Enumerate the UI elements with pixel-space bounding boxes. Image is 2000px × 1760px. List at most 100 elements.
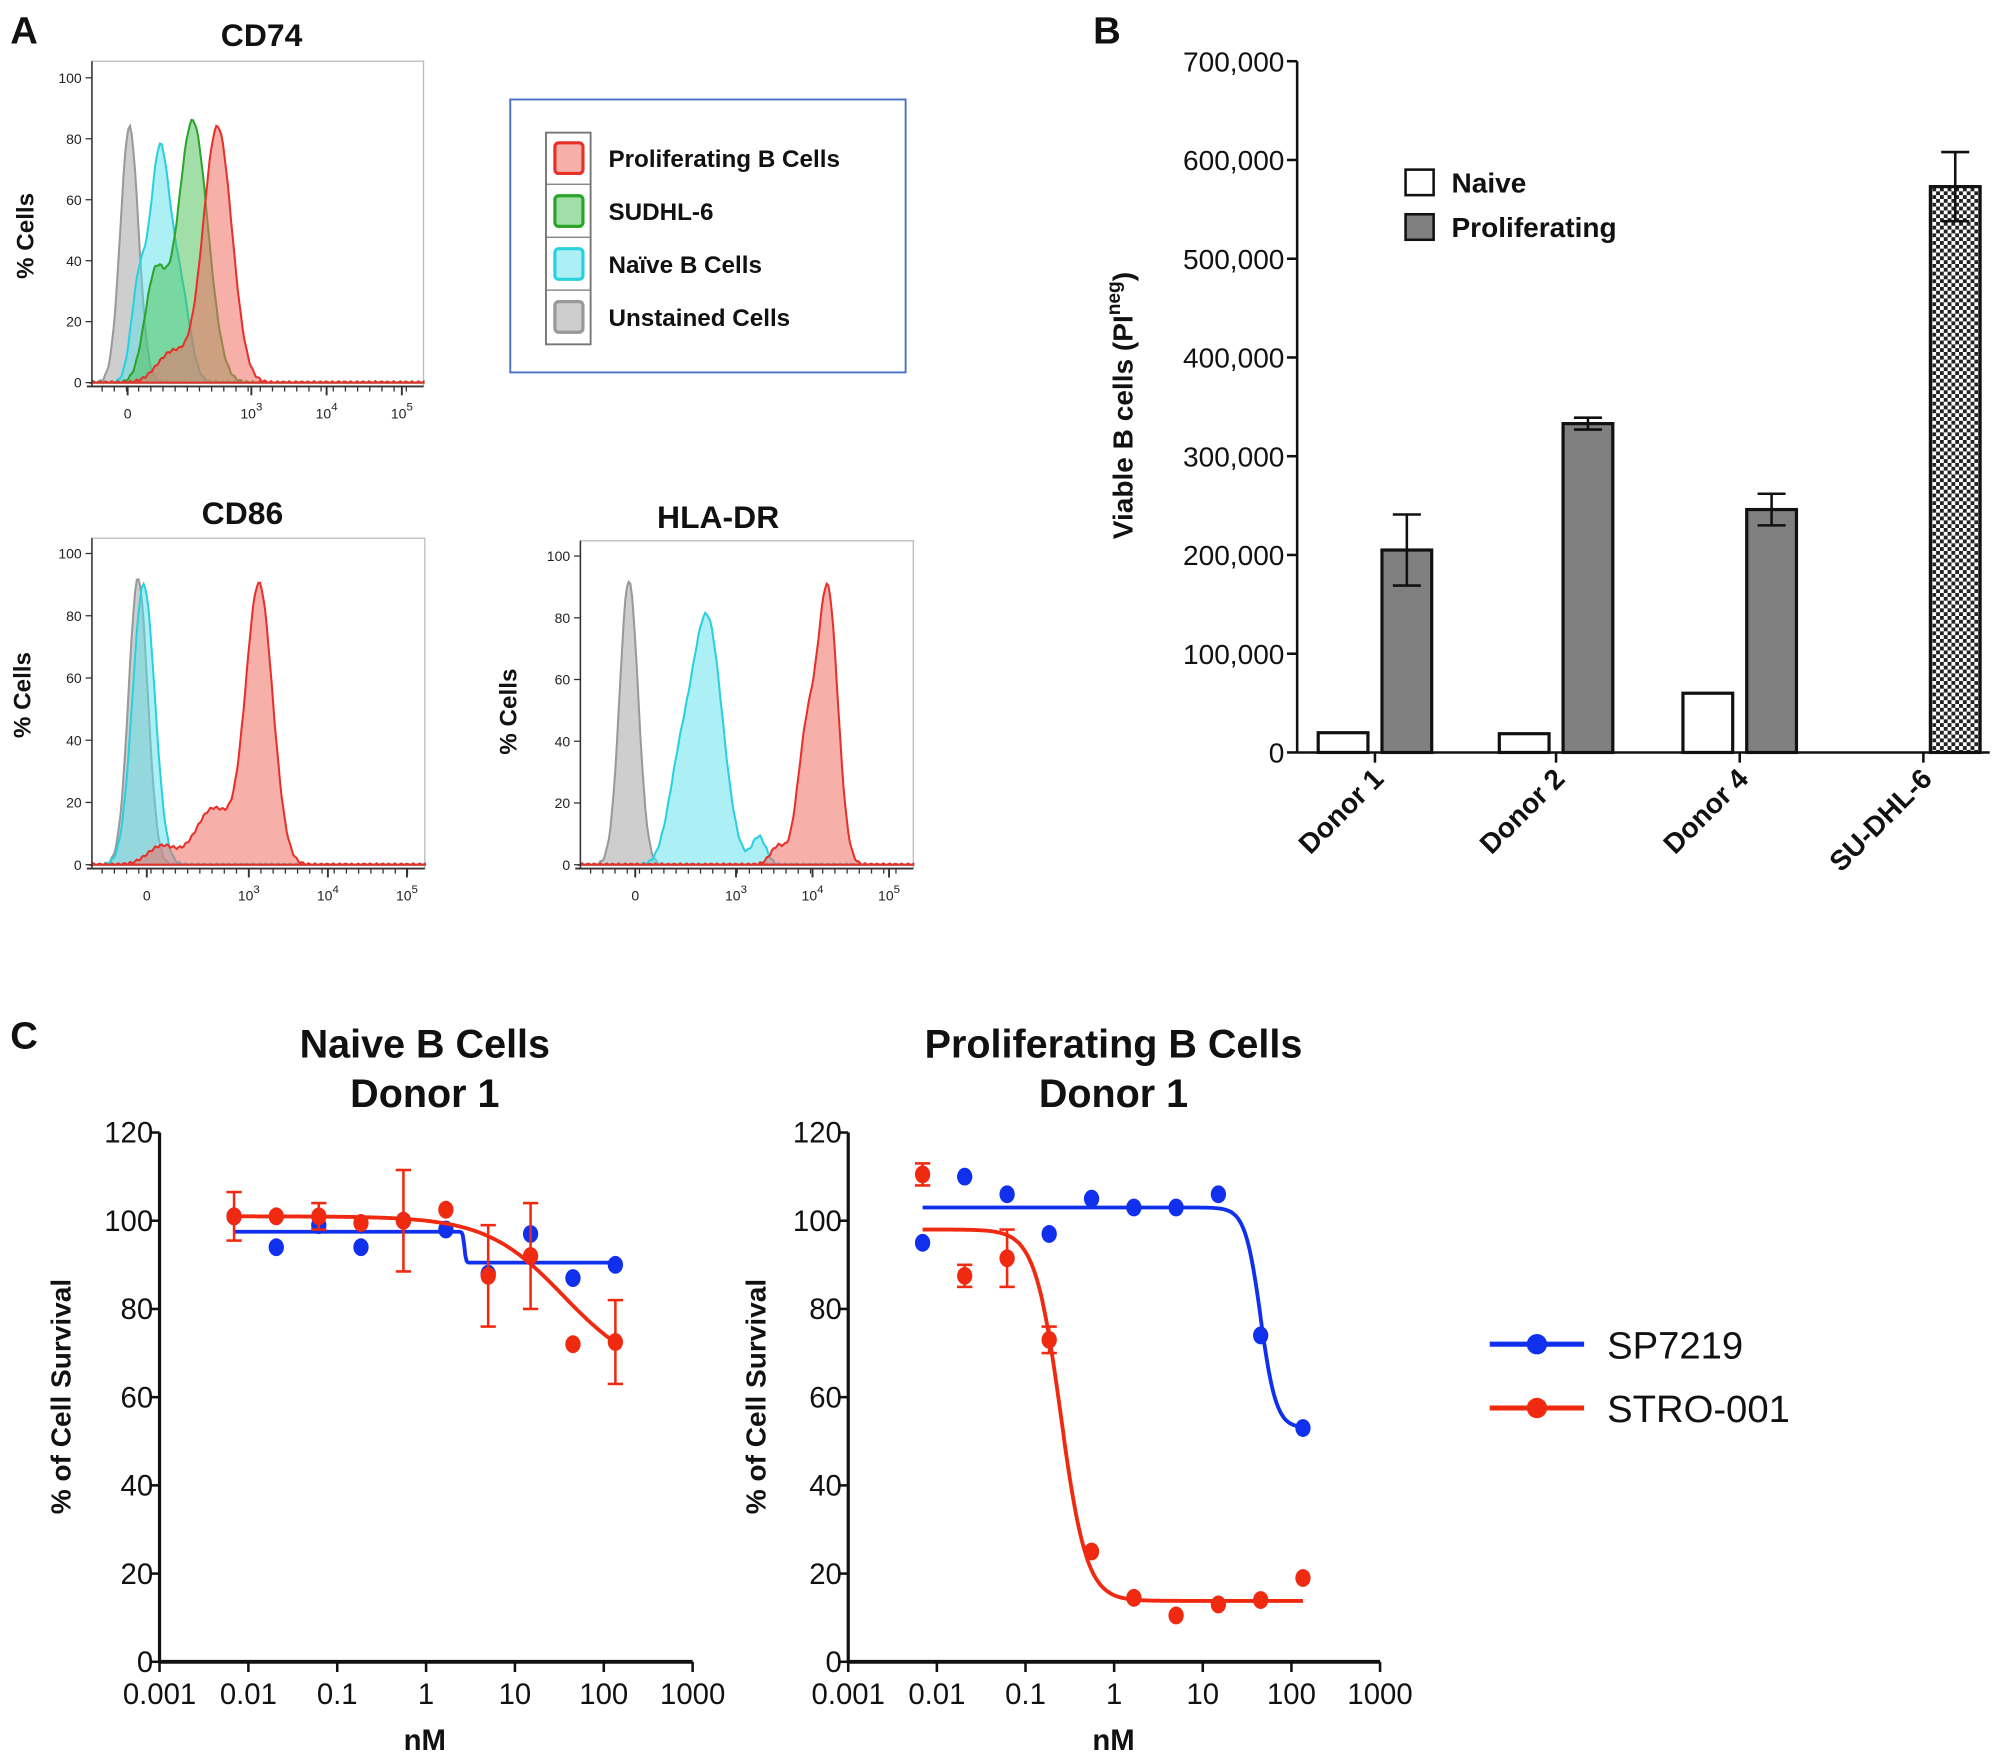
y-tick-label: 20: [809, 1558, 842, 1591]
y-tick-label: 120: [104, 1117, 153, 1150]
histogram-title: CD74: [221, 17, 303, 53]
y-tick-label: 60: [809, 1381, 842, 1414]
y-tick-label: 80: [121, 1293, 154, 1326]
y-axis-label: % Cells: [496, 669, 523, 755]
x-tick-label: 0.01: [220, 1678, 277, 1711]
y-axis-label: % Cells: [12, 193, 39, 279]
bar-naive-donor-2: [1497, 732, 1551, 755]
x-tick-label: 0: [631, 887, 639, 903]
y-tick-label: 20: [121, 1558, 154, 1591]
y-tick-label: 400,000: [1183, 343, 1284, 374]
x-tick-base: 0: [124, 405, 132, 421]
data-point: [999, 1249, 1015, 1268]
x-tick-label: SU-DHL-6: [1823, 763, 1937, 877]
data-point: [1253, 1591, 1269, 1609]
legend-swatch: [1404, 212, 1435, 242]
data-point: [438, 1200, 454, 1219]
data-point: [999, 1185, 1015, 1204]
x-tick-base: 10: [317, 887, 333, 903]
legend-label: Proliferating B Cells: [608, 146, 839, 173]
bar-proliferating-donor-2: [1561, 422, 1615, 755]
y-tick-label: 60: [555, 672, 571, 688]
chart-title-line1: Proliferating B Cells: [925, 1022, 1303, 1066]
panel-label-a: A: [10, 9, 38, 52]
x-tick-label: 100: [579, 1678, 628, 1711]
data-point: [226, 1207, 242, 1226]
x-tick-label: 0.001: [812, 1678, 885, 1711]
legend-label: Naïve B Cells: [608, 252, 761, 279]
panel-label-b: B: [1093, 9, 1121, 52]
x-tick-label: 105: [878, 884, 900, 904]
histogram-proliferating-b-cells: [88, 581, 426, 866]
y-tick-label: 100: [104, 1205, 153, 1238]
data-point: [1210, 1185, 1227, 1204]
histogram-title: HLA-DR: [657, 499, 779, 535]
x-axis-label: nM: [404, 1724, 446, 1757]
x-tick-label: 104: [317, 884, 340, 904]
y-tick-label: 80: [555, 610, 571, 626]
x-tick-base: 10: [316, 405, 332, 421]
fit-curve: [922, 1227, 1304, 1603]
histogram-title: CD86: [202, 495, 284, 531]
y-tick-label: 100: [793, 1205, 842, 1238]
x-tick-label: 1: [1106, 1678, 1122, 1711]
x-tick-label: 105: [396, 884, 418, 904]
legend-label: SP7219: [1607, 1324, 1743, 1367]
x-tick-label: 10: [1186, 1678, 1219, 1711]
x-tick-label: 1: [418, 1678, 434, 1711]
y-tick-label: 60: [66, 192, 82, 208]
y-tick-label: 40: [66, 253, 82, 269]
data-point: [565, 1335, 581, 1354]
data-point: [1041, 1330, 1057, 1349]
bar-proliferating-donor-4: [1745, 507, 1799, 755]
y-tick-label: 80: [66, 131, 82, 147]
x-tick-exponent: 5: [406, 402, 412, 414]
data-point: [395, 1211, 412, 1230]
x-tick-base: 10: [240, 405, 256, 421]
x-tick-exponent: 4: [331, 402, 338, 414]
legend-label: Unstained Cells: [608, 305, 790, 332]
legend-marker: [1526, 1334, 1548, 1355]
data-point: [1295, 1419, 1311, 1437]
data-point: [1041, 1225, 1057, 1243]
y-axis-label: % Cells: [10, 652, 37, 738]
data-point: [1083, 1542, 1100, 1561]
histogram-unstained-cells: [577, 579, 915, 866]
x-tick-label: Donor 1: [1293, 763, 1390, 860]
data-point: [957, 1167, 973, 1186]
y-tick-label: 0: [137, 1646, 153, 1679]
data-point: [311, 1207, 327, 1226]
histogram-sudhl-6: [88, 118, 425, 384]
data-point: [353, 1214, 369, 1232]
series-stro-001: [226, 1168, 624, 1386]
x-tick-base: 10: [391, 405, 407, 421]
x-tick-label: Donor 4: [1657, 763, 1754, 860]
x-axis-label: nM: [1092, 1724, 1134, 1757]
y-tick-label: 40: [809, 1470, 842, 1503]
y-tick-label: 100: [58, 546, 82, 562]
y-tick-label: 80: [66, 608, 82, 624]
y-tick-label: 0: [74, 375, 82, 391]
x-tick-label: Donor 2: [1474, 763, 1571, 860]
y-tick-label: 0: [1269, 738, 1285, 769]
x-tick-label: 103: [238, 884, 260, 904]
data-point: [565, 1269, 581, 1287]
chart-title-line1: Naive B Cells: [300, 1022, 550, 1066]
legend-swatch-frame: [545, 131, 592, 346]
histogram-proliferating-b-cells: [88, 124, 425, 384]
legend-marker: [1526, 1397, 1548, 1419]
legend-label: Proliferating: [1451, 212, 1616, 243]
fit-curve: [234, 1229, 616, 1265]
x-tick-label: 1000: [1347, 1678, 1412, 1711]
chart-title-line2: Donor 1: [1039, 1072, 1188, 1116]
data-point: [914, 1165, 931, 1184]
x-tick-base: 10: [725, 887, 741, 903]
x-tick-exponent: 4: [817, 884, 824, 896]
x-tick-exponent: 5: [412, 884, 418, 896]
data-point: [1126, 1198, 1142, 1217]
x-tick-label: 1000: [660, 1678, 725, 1711]
x-tick-label: 0: [124, 405, 132, 421]
legend-label: SUDHL-6: [608, 199, 713, 226]
